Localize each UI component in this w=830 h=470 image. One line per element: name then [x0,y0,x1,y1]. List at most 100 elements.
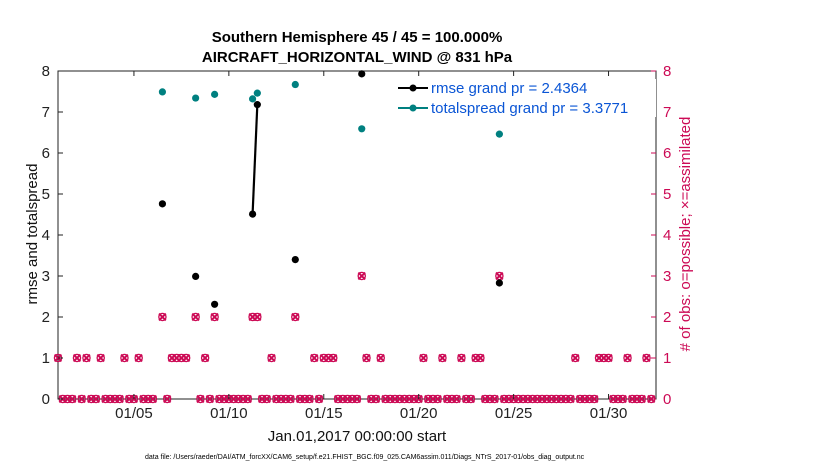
obs-assimilated-stroke [262,394,271,404]
series-point-1 [158,88,167,96]
obs-assimilated-marker [566,394,575,404]
obs-possible-marker [72,353,82,363]
obs-assimilated-stroke [362,353,371,363]
series-point-0 [253,101,261,109]
obs-assimilated-marker [352,394,362,404]
obs-assimilated-stroke [438,353,447,363]
obs-possible-marker [291,312,300,322]
y-right-tick-label: 4 [663,227,671,244]
y-tick-label: 8 [42,63,50,80]
obs-assimilated-stroke [115,394,124,404]
obs-assimilated-stroke [134,353,143,363]
x-tick-label: 01/20 [400,405,438,422]
obs-assimilated-stroke [72,353,82,363]
obs-assimilated-marker [305,394,314,404]
obs-assimilated-stroke [352,394,362,404]
obs-assimilated-stroke [267,353,276,363]
obs-assimilated-marker [72,353,82,363]
x-tick-label: 01/15 [305,405,343,422]
obs-assimilated-marker [253,312,262,322]
series-point-0 [192,272,200,281]
obs-possible-marker [310,353,319,363]
obs-assimilated-marker [452,394,461,404]
obs-assimilated-stroke [623,353,632,363]
obs-assimilated-marker [267,353,276,363]
obs-possible-marker [210,312,219,322]
y-tick-label: 0 [42,391,50,408]
obs-assimilated-marker [191,312,200,322]
obs-assimilated-marker [96,353,105,363]
obs-possible-marker [200,353,210,363]
obs-possible-marker [642,353,651,363]
obs-assimilated-marker [618,394,627,404]
obs-assimilated-marker [148,394,158,404]
obs-assimilated-stroke [495,271,504,281]
y-right-tick-label: 2 [663,309,671,326]
series-point-0 [211,300,219,308]
obs-possible-marker [134,353,143,363]
legend-totalspread-label: totalspread grand pr = 3.3771 [431,100,628,117]
obs-assimilated-stroke [243,394,252,404]
obs-assimilated-marker [590,394,599,404]
obs-assimilated-stroke [571,353,580,363]
obs-possible-marker [362,353,371,363]
obs-assimilated-marker [637,394,646,404]
obs-possible-marker [571,353,580,363]
obs-assimilated-stroke [376,353,385,363]
obs-assimilated-stroke [120,353,129,363]
x-axis-label: Jan.01,2017 00:00:00 start [268,428,447,445]
y-tick-label: 1 [42,350,50,367]
data-file-footnote: data file: /Users/raeder/DAI/ATM_forcXX/… [145,454,585,461]
obs-assimilated-marker [476,353,485,363]
obs-assimilated-stroke [158,312,167,322]
obs-assimilated-stroke [457,353,466,363]
obs-possible-marker [419,353,428,363]
obs-assimilated-marker [115,394,124,404]
axes: 0 1 2 3 4 5 6 7 8 0 1 2 3 4 5 6 7 8 01/05 01/10 01/15 01/20 01… [42,63,672,422]
x-tick-label: 01/10 [210,405,248,422]
obs-assimilated-stroke [371,394,381,404]
obs-possible-marker [457,353,466,363]
obs-assimilated-marker [362,353,371,363]
legend-background [396,79,656,117]
obs-assimilated-marker [158,312,167,322]
series-point-1 [192,94,200,102]
obs-assimilated-stroke [191,312,200,322]
obs-assimilated-marker [433,394,442,404]
legend-totalspread-marker [409,104,417,112]
obs-assimilated-marker [77,394,86,404]
series-point-1 [358,125,366,133]
obs-assimilated-stroke [329,353,338,363]
series-point-1 [291,80,299,89]
obs-assimilated-stroke [310,353,319,363]
obs-assimilated-marker [163,394,172,404]
legend-rmse-label: rmse grand pr = 2.4364 [431,80,587,97]
y-right-tick-label: 1 [663,350,671,367]
obs-assimilated-stroke [590,394,599,404]
obs-assimilated-stroke [305,394,314,404]
y-tick-label: 4 [42,227,50,244]
obs-assimilated-marker [205,394,214,404]
obs-assimilated-stroke [604,353,613,363]
series-point-0 [248,210,257,218]
obs-assimilated-marker [291,312,300,322]
obs-assimilated-marker [134,353,143,363]
obs-assimilated-stroke [148,394,158,404]
series-point-1 [495,130,503,138]
obs-possible-marker [314,394,324,404]
y-tick-label: 2 [42,309,50,326]
obs-assimilated-stroke [182,353,191,363]
obs-possible-marker [96,353,105,363]
obs-assimilated-marker [243,394,252,404]
x-tick-label: 01/30 [590,405,628,422]
obs-possible-marker [191,312,200,322]
obs-assimilated-stroke [466,394,476,404]
obs-assimilated-stroke [210,312,219,322]
obs-assimilated-stroke [77,394,86,404]
series-point-0 [495,279,503,287]
obs-assimilated-marker [68,394,77,404]
y-right-tick-label: 5 [663,186,671,203]
obs-possible-marker [267,353,276,363]
obs-possible-marker [357,271,366,281]
obs-assimilated-marker [604,353,613,363]
